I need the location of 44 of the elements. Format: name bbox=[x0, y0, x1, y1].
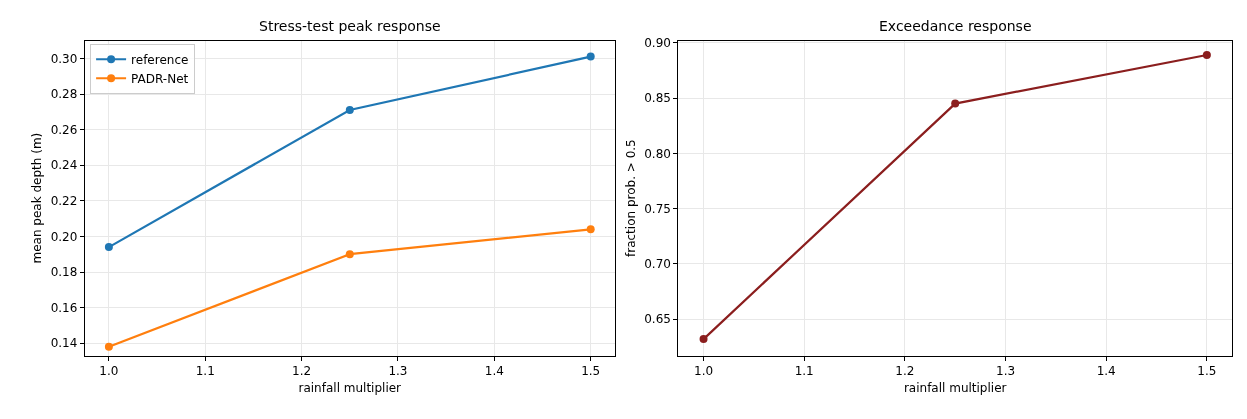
x-tick-label: 1.4 bbox=[1096, 364, 1116, 379]
x-tick-label: 1.2 bbox=[292, 364, 312, 379]
y-tick-label: 0.75 bbox=[644, 201, 671, 216]
x-tick-label: 1.5 bbox=[581, 364, 601, 379]
y-tick-label: 0.30 bbox=[50, 51, 78, 66]
x-tick-label: 1.2 bbox=[895, 364, 915, 379]
y-tick-label: 0.65 bbox=[644, 312, 671, 327]
x-tick-label: 1.5 bbox=[1197, 364, 1217, 379]
chart-title: Exceedance response bbox=[879, 18, 1032, 34]
legend-label: reference bbox=[131, 52, 189, 67]
y-tick-label: 0.70 bbox=[644, 257, 671, 272]
y-tick-label: 0.85 bbox=[644, 91, 671, 106]
x-tick-label: 1.3 bbox=[388, 364, 408, 379]
y-tick-label: 0.14 bbox=[50, 336, 78, 351]
point bbox=[586, 225, 595, 234]
point bbox=[104, 342, 113, 351]
y-tick-label: 0.22 bbox=[50, 194, 78, 208]
point bbox=[345, 250, 354, 259]
x-tick-label: 1.3 bbox=[995, 364, 1016, 379]
point bbox=[586, 52, 595, 61]
x-axis-title: rainfall multiplier bbox=[903, 380, 1007, 395]
y-tick-label: 0.20 bbox=[50, 229, 78, 244]
y-axis-title: fraction prob. > 0.5 bbox=[623, 139, 638, 258]
y-tick-label: 0.28 bbox=[50, 87, 78, 102]
point bbox=[104, 243, 113, 252]
point bbox=[345, 106, 354, 115]
x-axis-title: rainfall multiplier bbox=[298, 380, 402, 395]
point bbox=[1202, 50, 1211, 59]
y-tick-label: 0.16 bbox=[50, 300, 78, 315]
chart-title: Stress-test peak response bbox=[259, 18, 441, 34]
x-tick-label: 1.1 bbox=[195, 364, 215, 379]
legend-label: PADR-Net bbox=[131, 71, 189, 86]
point bbox=[951, 99, 960, 108]
point bbox=[699, 335, 708, 344]
x-tick-label: 1.0 bbox=[99, 364, 119, 379]
y-tick-label: 0.24 bbox=[50, 158, 78, 173]
x-tick-label: 1.1 bbox=[794, 364, 814, 379]
y-tick-label: 0.90 bbox=[644, 36, 671, 51]
x-tick-label: 1.0 bbox=[693, 364, 714, 379]
y-axis-title: mean peak depth (m) bbox=[29, 132, 44, 264]
y-tick-label: 0.80 bbox=[644, 146, 671, 161]
y-tick-label: 0.18 bbox=[50, 265, 78, 280]
x-tick-label: 1.4 bbox=[484, 364, 504, 379]
y-tick-label: 0.26 bbox=[50, 122, 78, 137]
